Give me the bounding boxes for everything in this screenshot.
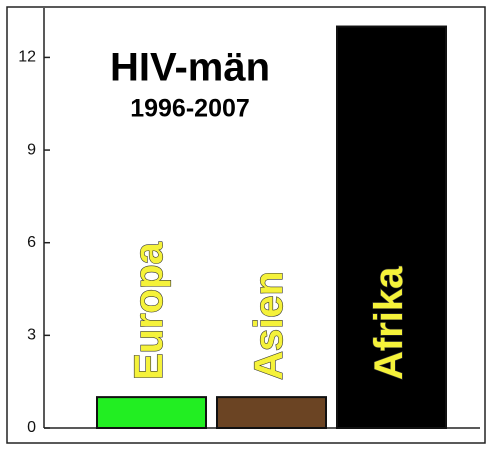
category-label: Europa bbox=[127, 241, 171, 380]
frame bbox=[6, 6, 486, 444]
y-tick-label: 3 bbox=[27, 327, 36, 344]
chart-subtitle: 1996-2007 bbox=[130, 95, 250, 123]
category-label: Afrika bbox=[367, 266, 411, 380]
y-tick-label: 12 bbox=[18, 49, 36, 66]
bar bbox=[216, 396, 327, 429]
y-tick-label: 0 bbox=[27, 419, 36, 436]
chart-title: HIV-män bbox=[110, 46, 270, 90]
bar bbox=[96, 396, 207, 429]
category-label: Asien bbox=[247, 271, 291, 380]
y-tick-label: 6 bbox=[27, 234, 36, 251]
y-tick-label: 9 bbox=[27, 141, 36, 158]
bar bbox=[336, 25, 447, 429]
